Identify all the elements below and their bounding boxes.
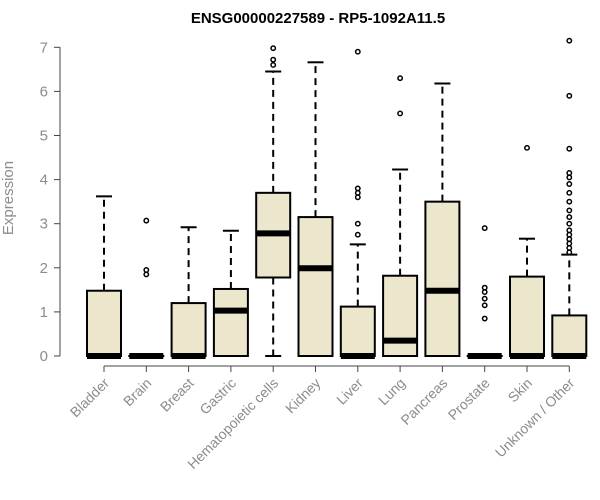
y-tick-label: 3	[40, 216, 48, 233]
outlier-point	[566, 227, 573, 234]
y-axis: 0 1 2 3 4 5 6 7	[40, 39, 61, 365]
y-tick-label: 4	[40, 172, 48, 189]
y-tick-label: 0	[40, 348, 48, 365]
box-group	[382, 75, 419, 358]
outlier-point	[481, 302, 488, 309]
outlier-point	[566, 220, 573, 227]
box-iqr	[424, 200, 461, 357]
outlier-point	[354, 185, 361, 192]
x-tick-label: Skin	[505, 375, 536, 406]
x-tick-label: Breast	[157, 375, 197, 415]
box-group	[509, 144, 545, 359]
x-tick-label: Prostate	[445, 375, 493, 423]
boxes	[86, 37, 588, 359]
box-iqr	[170, 302, 207, 357]
outlier-point	[481, 295, 488, 302]
outlier-point	[481, 315, 488, 322]
outlier-point	[566, 170, 573, 176]
x-tick-label: Brain	[120, 375, 154, 409]
box-group	[424, 82, 461, 357]
box-iqr	[212, 287, 249, 357]
box-group	[466, 225, 503, 359]
outlier-point	[566, 207, 573, 214]
y-tick-label: 2	[40, 260, 48, 277]
outlier-point	[270, 45, 277, 52]
x-tick-label: Unknown / Other	[492, 375, 578, 461]
x-tick-label: Lung	[375, 375, 408, 408]
outlier-point	[566, 181, 573, 187]
outlier-point	[354, 220, 361, 227]
box-iqr	[551, 314, 588, 358]
y-tick-label: 6	[40, 83, 48, 100]
outlier-point	[566, 189, 573, 196]
outlier-point	[481, 225, 488, 232]
outlier-point	[354, 231, 361, 238]
y-tick-label: 1	[40, 304, 48, 321]
outlier-point	[143, 267, 150, 273]
box-group	[170, 226, 207, 359]
box-iqr	[509, 275, 545, 357]
box-group	[339, 48, 376, 359]
y-tick-label: 5	[40, 128, 48, 145]
box-group	[255, 45, 292, 357]
outlier-point	[397, 110, 404, 117]
box-iqr	[297, 216, 334, 357]
outlier-point	[270, 61, 277, 68]
box-group	[128, 217, 165, 359]
x-tick-label: Liver	[333, 375, 366, 408]
y-tick-label: 7	[40, 39, 48, 56]
outlier-point	[566, 37, 573, 44]
outlier-point	[397, 75, 404, 82]
box-iqr	[86, 289, 122, 357]
outlier-point	[481, 284, 488, 291]
box-group	[86, 195, 122, 359]
chart-title: ENSG00000227589 - RP5-1092A11.5	[191, 10, 445, 27]
box-group	[212, 229, 249, 357]
outlier-point	[354, 48, 361, 55]
outlier-point	[566, 92, 573, 99]
x-tick-label: Kidney	[282, 375, 324, 417]
box-iqr	[382, 274, 419, 358]
y-axis-label: Expression	[0, 161, 17, 235]
outlier-point	[566, 198, 573, 205]
outlier-point	[524, 144, 530, 151]
box-group	[297, 61, 334, 357]
outlier-point	[566, 214, 573, 221]
x-tick-label: Pancreas	[397, 375, 450, 428]
outlier-point	[143, 217, 150, 224]
outlier-point	[566, 145, 573, 152]
outlier-point	[270, 56, 277, 63]
box-iqr	[339, 305, 376, 357]
box-group	[551, 37, 588, 359]
x-tick-label: Bladder	[67, 375, 113, 421]
